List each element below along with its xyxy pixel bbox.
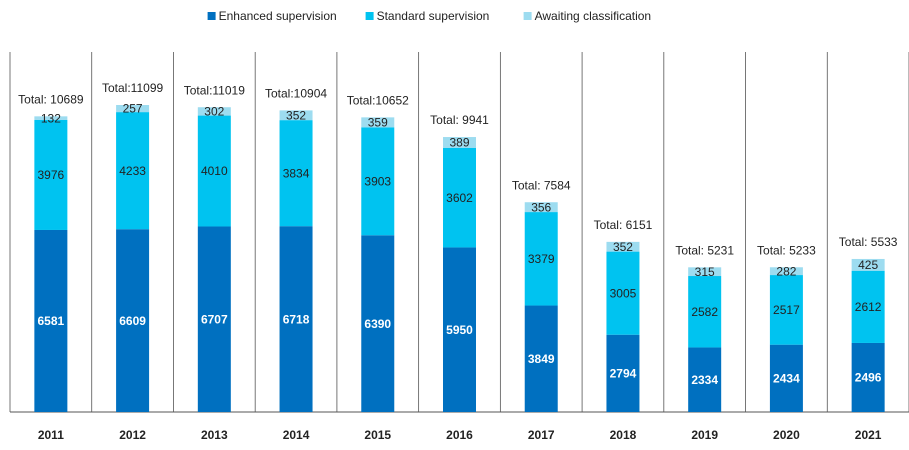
legend-label: Awaiting classification	[535, 9, 652, 23]
legend-swatch	[207, 12, 216, 20]
total-label: Total: 10689	[18, 93, 84, 107]
data-label: 6390	[364, 317, 391, 331]
bar-segment	[361, 117, 395, 128]
legend-swatch	[365, 12, 374, 20]
bar-segment	[116, 229, 150, 412]
bar-segment	[688, 276, 722, 348]
total-label: Total:11099	[102, 81, 163, 95]
data-label: 6609	[119, 314, 146, 328]
data-label: 3005	[610, 286, 637, 300]
bar-segment	[34, 116, 68, 120]
total-label: Total: 7584	[512, 178, 571, 192]
bar-segment	[769, 344, 803, 412]
bar-segment	[116, 112, 150, 230]
total-label: Total: 5533	[839, 235, 898, 249]
bar-segment	[769, 275, 803, 345]
bar-segment	[443, 247, 476, 412]
bar-segment	[606, 251, 640, 335]
x-tick-label: 2021	[855, 428, 882, 442]
total-label: Total:11019	[184, 83, 245, 97]
bar-segment	[524, 212, 558, 306]
bar-segment	[361, 235, 395, 412]
data-label: 132	[41, 111, 61, 125]
bar-segment	[443, 137, 476, 148]
data-label: 2434	[773, 372, 800, 386]
data-label: 352	[613, 240, 633, 254]
x-tick-label: 2017	[528, 428, 555, 442]
data-label: 2334	[691, 373, 718, 387]
x-tick-label: 2011	[38, 428, 64, 442]
bar-segment	[606, 334, 640, 412]
bar-segment	[279, 226, 313, 412]
data-label: 302	[204, 105, 224, 119]
total-label: Total: 5231	[675, 243, 734, 257]
data-label: 3849	[528, 352, 555, 366]
bar-segment	[279, 110, 313, 121]
bar-segment	[688, 347, 722, 412]
x-tick-label: 2016	[446, 428, 473, 442]
data-label: 2582	[691, 305, 718, 319]
bar-segment	[851, 270, 885, 343]
x-tick-label: 2020	[773, 428, 800, 442]
bar-segment	[361, 127, 395, 236]
data-label: 6581	[38, 314, 65, 328]
total-label: Total: 5233	[757, 243, 816, 257]
data-label: 257	[123, 102, 143, 116]
bar-segment	[279, 120, 313, 227]
bar-segment	[688, 267, 722, 277]
data-label: 4233	[119, 164, 146, 178]
data-label: 2517	[773, 303, 800, 317]
data-label: 359	[368, 116, 388, 130]
x-tick-label: 2015	[364, 428, 391, 442]
data-label: 3379	[528, 252, 555, 266]
data-label: 3834	[283, 166, 310, 180]
bar-segment	[524, 202, 558, 213]
bar-segment	[606, 241, 640, 252]
total-label: Total:10904	[265, 87, 327, 101]
bar-segment	[197, 226, 231, 412]
data-label: 389	[449, 136, 469, 150]
bar-segment	[851, 342, 885, 412]
x-tick-label: 2014	[283, 428, 310, 442]
total-label: Total: 6151	[594, 218, 653, 232]
bar-segment	[524, 305, 558, 412]
x-tick-label: 2019	[691, 428, 718, 442]
data-label: 6707	[201, 312, 228, 326]
data-label: 2496	[855, 371, 882, 385]
data-label: 356	[531, 200, 551, 214]
data-label: 352	[286, 108, 306, 122]
legend-label: Standard supervision	[377, 9, 490, 23]
data-label: 2612	[855, 300, 882, 314]
legend-swatch	[523, 12, 532, 20]
x-tick-label: 2013	[201, 428, 228, 442]
bar-segment	[197, 107, 231, 116]
bar-segment	[34, 119, 68, 230]
bar-segment	[443, 147, 476, 248]
data-label: 425	[858, 258, 878, 272]
x-tick-label: 2012	[119, 428, 146, 442]
x-tick-label: 2018	[610, 428, 637, 442]
data-label: 2794	[610, 367, 637, 381]
data-label: 315	[695, 265, 715, 279]
bar-segment	[197, 115, 231, 227]
data-label: 4010	[201, 164, 228, 178]
legend-label: Enhanced supervision	[219, 9, 337, 23]
data-label: 6718	[283, 312, 310, 326]
total-label: Total: 9941	[430, 113, 489, 127]
bar-segment	[116, 105, 150, 113]
total-label: Total:10652	[347, 94, 409, 108]
bar-segment	[769, 267, 803, 276]
bar-segment	[851, 258, 885, 271]
data-label: 282	[776, 264, 796, 278]
data-label: 3602	[446, 191, 473, 205]
bar-segment	[34, 229, 68, 412]
data-label: 5950	[446, 323, 473, 337]
data-label: 3903	[364, 174, 391, 188]
data-label: 3976	[38, 168, 65, 182]
